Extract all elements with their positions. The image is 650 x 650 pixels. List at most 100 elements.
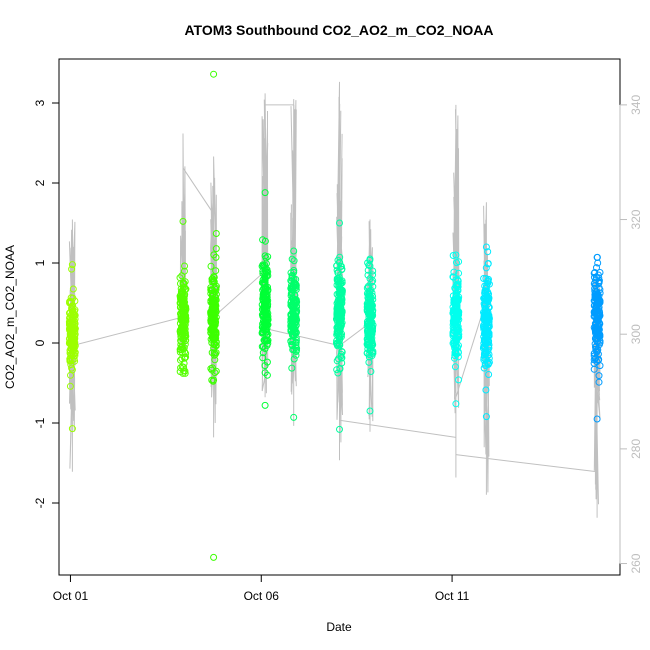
data-point: [261, 272, 269, 280]
data-point: [455, 376, 463, 384]
x-tick-label: Oct 06: [244, 589, 280, 603]
data-point: [449, 273, 457, 281]
data-point: [289, 316, 297, 324]
x-tick-label: Oct 11: [435, 589, 470, 603]
data-point: [212, 318, 220, 326]
data-point: [369, 283, 377, 291]
data-point: [365, 358, 373, 366]
data-point: [181, 369, 189, 377]
data-point: [591, 308, 599, 315]
difference-points: [65, 70, 604, 561]
data-point: [67, 331, 75, 339]
data-point: [177, 312, 185, 320]
data-point: [482, 305, 490, 313]
data-point: [368, 342, 376, 350]
data-point: [210, 340, 218, 348]
data-point: [334, 369, 342, 377]
data-point: [481, 294, 488, 302]
data-point: [291, 339, 299, 347]
data-point: [337, 286, 345, 294]
data-point: [260, 294, 268, 302]
y-tick-label: 2: [33, 179, 47, 186]
data-point: [179, 369, 187, 377]
data-point: [288, 255, 296, 263]
data-point: [485, 311, 493, 319]
data-point: [595, 356, 603, 363]
data-point: [450, 268, 458, 276]
data-point: [291, 329, 299, 337]
data-point: [177, 295, 185, 303]
data-point: [451, 352, 459, 360]
data-point: [590, 352, 598, 360]
data-point: [454, 287, 462, 294]
data-point: [211, 356, 219, 364]
data-point: [366, 262, 374, 270]
data-point: [68, 265, 76, 273]
data-point: [68, 364, 76, 372]
data-point: [212, 328, 220, 336]
data-point: [366, 407, 374, 415]
data-point: [289, 301, 297, 309]
data-point: [66, 309, 73, 317]
data-point: [368, 301, 376, 309]
data-point: [593, 264, 600, 272]
data-point: [484, 359, 492, 367]
data-point: [177, 280, 184, 288]
data-point: [484, 248, 492, 256]
data-point: [178, 272, 186, 280]
data-point: [365, 336, 373, 343]
data-point: [259, 354, 267, 362]
y-axis-left: -2 -1 0 1 2 3: [33, 99, 60, 508]
data-point: [181, 331, 189, 339]
data-point: [452, 251, 460, 259]
data-point: [366, 290, 374, 298]
y-tick-label: -2: [33, 497, 47, 508]
trace-connector: [182, 167, 214, 215]
data-point: [210, 553, 218, 561]
data-point: [209, 335, 217, 343]
data-point: [482, 275, 490, 282]
y-axis-label: CO2_AO2_m_CO2_NOAA: [3, 245, 17, 389]
data-point: [455, 269, 463, 277]
trace-connector: [455, 454, 598, 473]
data-point: [263, 305, 271, 313]
data-point: [364, 333, 372, 340]
data-point: [261, 401, 269, 409]
data-point: [452, 348, 460, 356]
data-point: [594, 326, 602, 334]
data-point: [264, 316, 272, 324]
data-point: [594, 271, 602, 279]
data-point: [449, 332, 457, 340]
data-point: [288, 364, 296, 372]
data-point: [208, 376, 216, 384]
data-point: [69, 319, 77, 327]
data-point: [182, 350, 190, 357]
data-point: [366, 324, 374, 332]
x-axis: Oct 01 Oct 06 Oct 11: [53, 574, 470, 603]
data-point: [338, 348, 346, 355]
data-point: [363, 340, 371, 348]
data-point: [483, 333, 491, 341]
data-point: [482, 243, 490, 251]
data-point: [369, 267, 377, 275]
data-point: [481, 337, 489, 345]
data-point: [70, 311, 78, 319]
data-point: [212, 302, 220, 310]
data-point: [71, 343, 79, 351]
y2-tick-label: 340: [629, 95, 643, 115]
data-point: [68, 425, 76, 433]
data-point: [595, 292, 603, 300]
data-point: [451, 299, 459, 307]
data-point: [480, 354, 488, 362]
data-point: [181, 278, 189, 286]
data-point: [177, 315, 185, 323]
data-point: [364, 318, 372, 325]
data-point: [480, 312, 488, 320]
data-point: [264, 253, 272, 261]
data-point: [592, 301, 600, 309]
data-point: [259, 310, 267, 318]
data-point: [338, 330, 346, 338]
data-point: [263, 332, 271, 340]
y2-tick-label: 300: [629, 324, 643, 344]
data-point: [452, 400, 460, 408]
